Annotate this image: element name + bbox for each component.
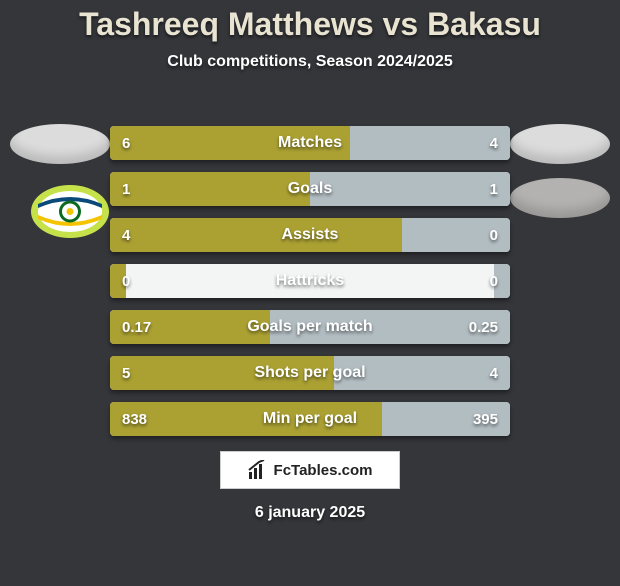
- stat-row-bg: [110, 172, 510, 206]
- stat-bar-right: [310, 172, 510, 206]
- player-right-badge-1: [510, 124, 610, 164]
- stat-value-right: 395: [473, 402, 498, 436]
- stat-bar-right: [334, 356, 510, 390]
- stat-value-left: 838: [122, 402, 147, 436]
- stat-value-right: 0: [490, 264, 498, 298]
- stat-row-bg: [110, 356, 510, 390]
- stat-row: Assists40: [110, 218, 510, 252]
- stat-row: Min per goal838395: [110, 402, 510, 436]
- stat-value-right: 0.25: [469, 310, 498, 344]
- stat-value-left: 0: [122, 264, 130, 298]
- stat-row-bg: [110, 126, 510, 160]
- stat-value-left: 4: [122, 218, 130, 252]
- stat-row: Shots per goal54: [110, 356, 510, 390]
- footer-date: 6 january 2025: [0, 504, 620, 522]
- stat-bar-left: [110, 402, 382, 436]
- stat-row-bg: [110, 264, 510, 298]
- page-subtitle: Club competitions, Season 2024/2025: [0, 53, 620, 71]
- stat-value-right: 4: [490, 126, 498, 160]
- stat-row-bg: [110, 402, 510, 436]
- stat-row: Goals11: [110, 172, 510, 206]
- stat-bar-left: [110, 218, 402, 252]
- chart-icon: [248, 460, 268, 480]
- stat-value-left: 0.17: [122, 310, 151, 344]
- page-title: Tashreeq Matthews vs Bakasu: [0, 6, 620, 43]
- stat-value-right: 0: [490, 218, 498, 252]
- player-left-badge-1: [10, 124, 110, 164]
- stat-row-bg: [110, 218, 510, 252]
- player-right-badge-2: [510, 178, 610, 218]
- stats-rows: Matches64Goals11Assists40Hattricks00Goal…: [110, 126, 510, 448]
- footer-brand-label: FcTables.com: [274, 462, 373, 479]
- club-crest-icon: [30, 184, 110, 239]
- stat-value-left: 5: [122, 356, 130, 390]
- stat-row: Hattricks00: [110, 264, 510, 298]
- stat-bar-left: [110, 356, 334, 390]
- stat-row-bg: [110, 310, 510, 344]
- stat-bar-left: [110, 172, 310, 206]
- stat-bar-right: [350, 126, 510, 160]
- stat-bar-left: [110, 126, 350, 160]
- stat-row: Matches64: [110, 126, 510, 160]
- footer-brand: FcTables.com: [220, 451, 400, 489]
- stat-value-left: 6: [122, 126, 130, 160]
- stat-value-right: 4: [490, 356, 498, 390]
- stat-value-right: 1: [490, 172, 498, 206]
- stat-value-left: 1: [122, 172, 130, 206]
- stat-row: Goals per match0.170.25: [110, 310, 510, 344]
